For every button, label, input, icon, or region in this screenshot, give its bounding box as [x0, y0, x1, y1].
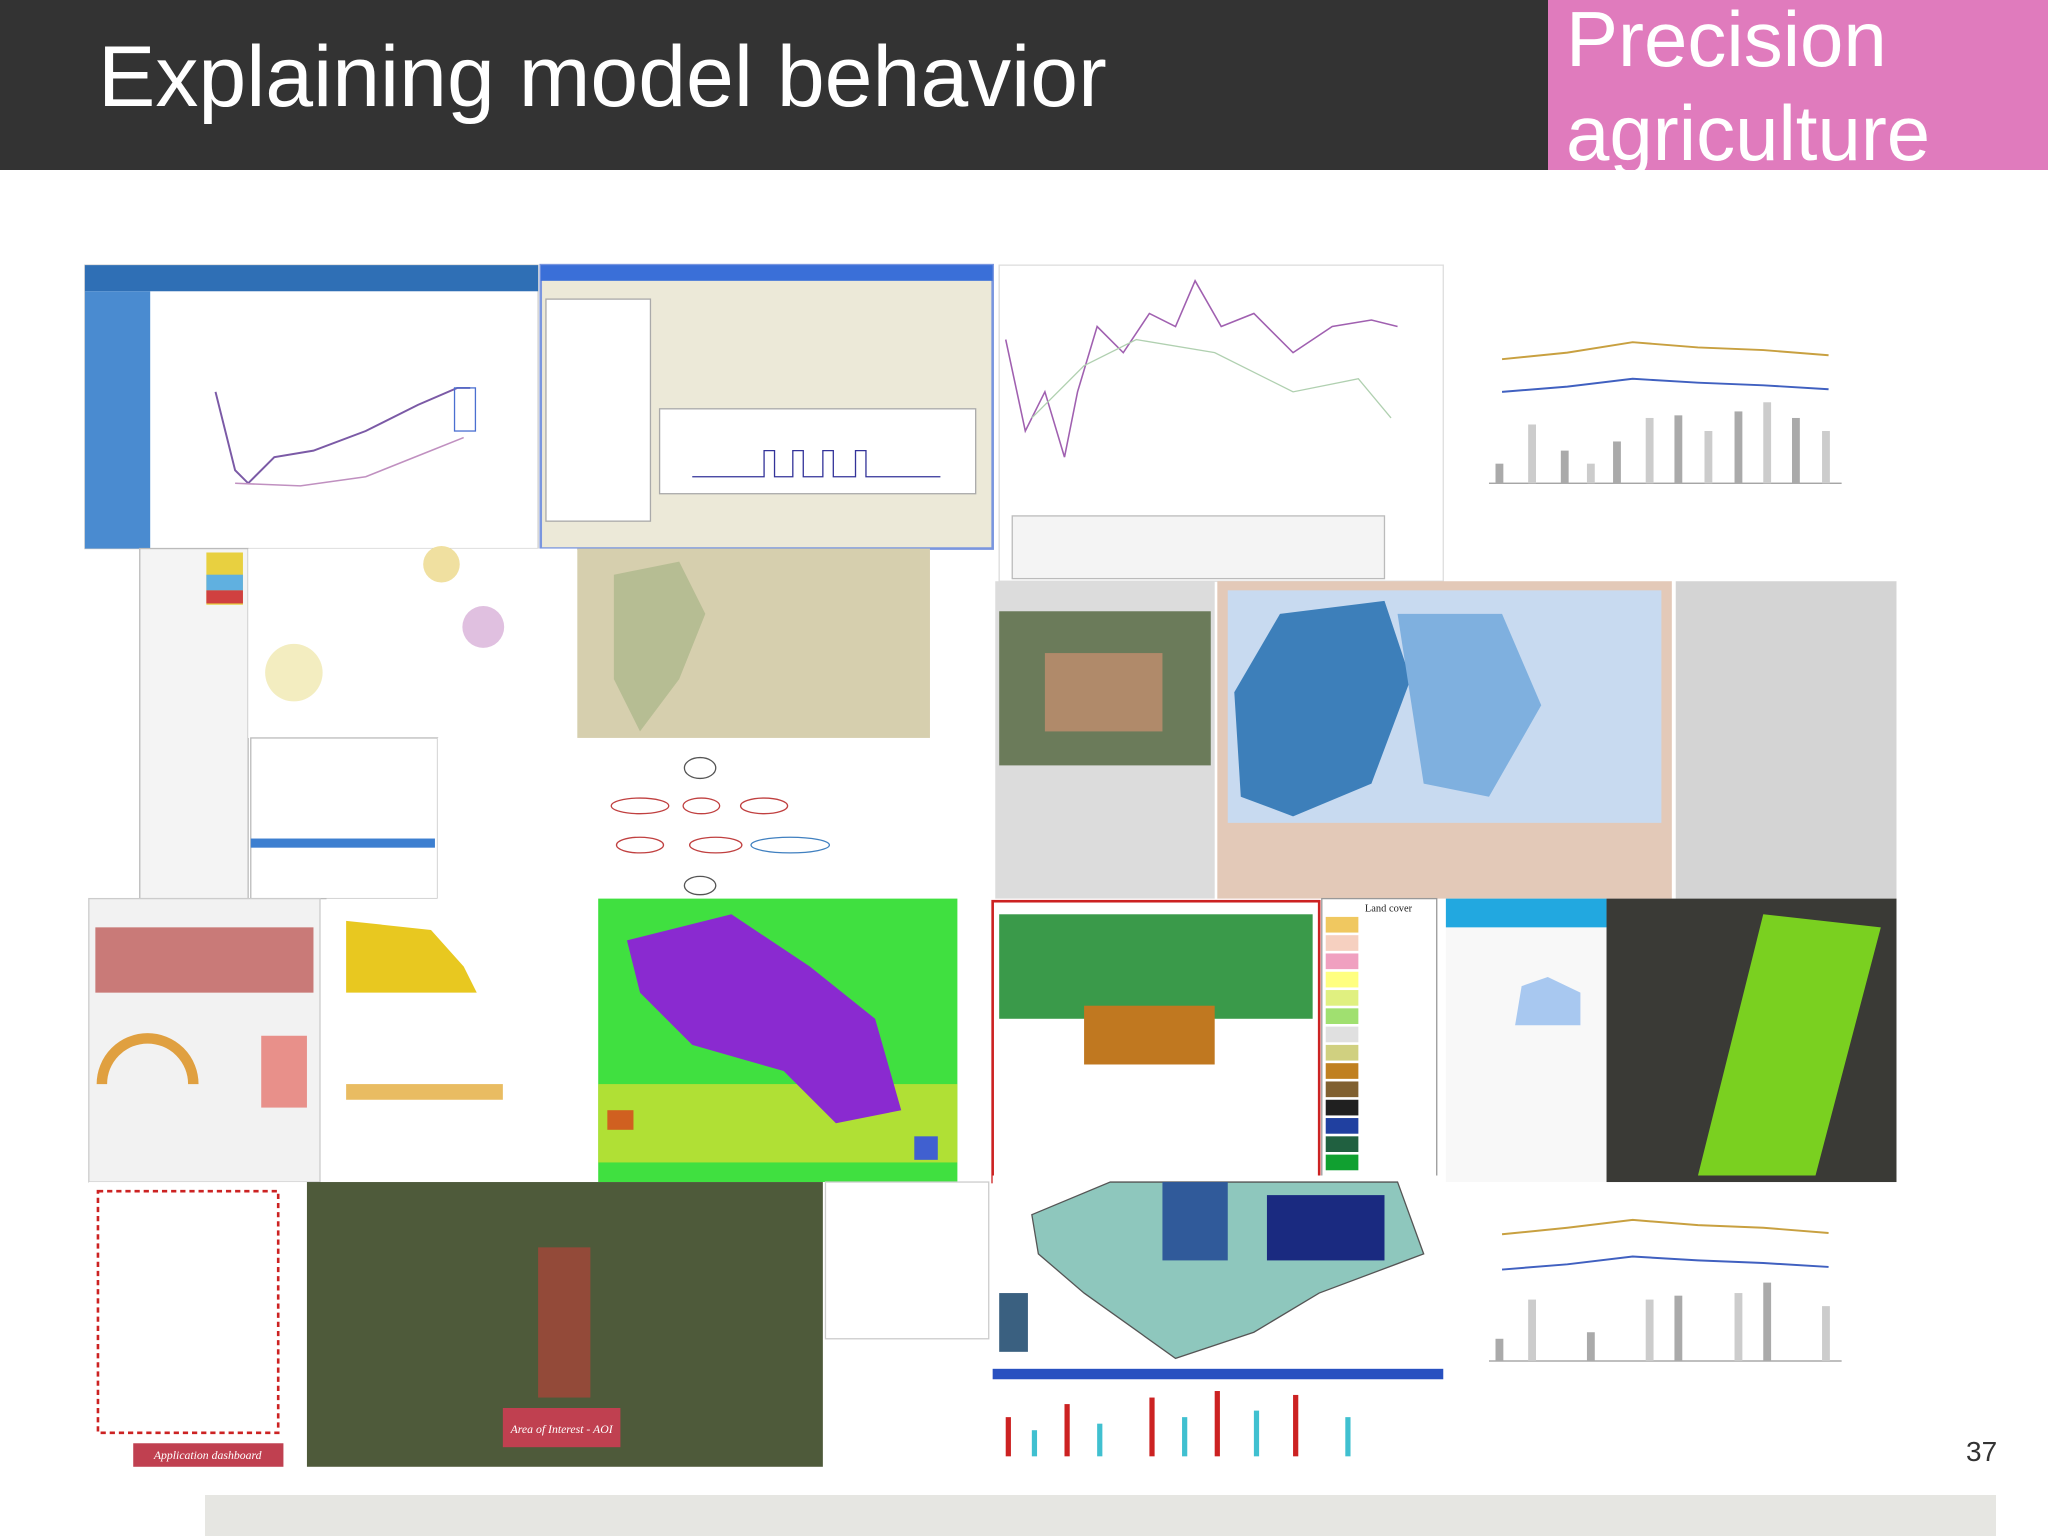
- 3d-city-screenshot: Land cover: [991, 897, 1438, 1184]
- footer-bar: [205, 1495, 1996, 1536]
- line-chart-screenshot: [998, 264, 1444, 582]
- bar-chart-screenshot: [992, 1368, 1444, 1467]
- topic-tag: Precision agriculture: [1548, 0, 2048, 170]
- dashboard-screenshot: [88, 897, 543, 1183]
- climate-chart-screenshot: [1449, 1201, 1897, 1424]
- raster-map-screenshot: [598, 898, 958, 1183]
- dashboard-label: Application dashboard: [153, 1449, 262, 1462]
- web-app-screenshot: [1445, 898, 1897, 1183]
- chart-app-screenshot: [84, 264, 539, 550]
- choropleth-screenshot: [992, 1175, 1444, 1365]
- header-bar: Explaining model behavior: [0, 0, 1548, 170]
- legend-title: Land cover: [1365, 904, 1413, 915]
- satellite-screenshot: Area of Interest - AOI: [306, 1181, 990, 1467]
- aoi-label: Area of Interest - AOI: [510, 1423, 614, 1436]
- dashboard-list-screenshot: Application dashboard: [88, 1182, 307, 1467]
- gis-app-screenshot: [139, 545, 930, 900]
- topic-tag-text: Precision agriculture: [1566, 0, 1931, 170]
- slide-title: Explaining model behavior: [98, 29, 1107, 125]
- page-number: 37: [1966, 1436, 1998, 1467]
- flood-app-screenshot: [995, 581, 1897, 899]
- dialog-screenshot: [539, 263, 994, 550]
- climate-chart-screenshot: [1449, 300, 1897, 549]
